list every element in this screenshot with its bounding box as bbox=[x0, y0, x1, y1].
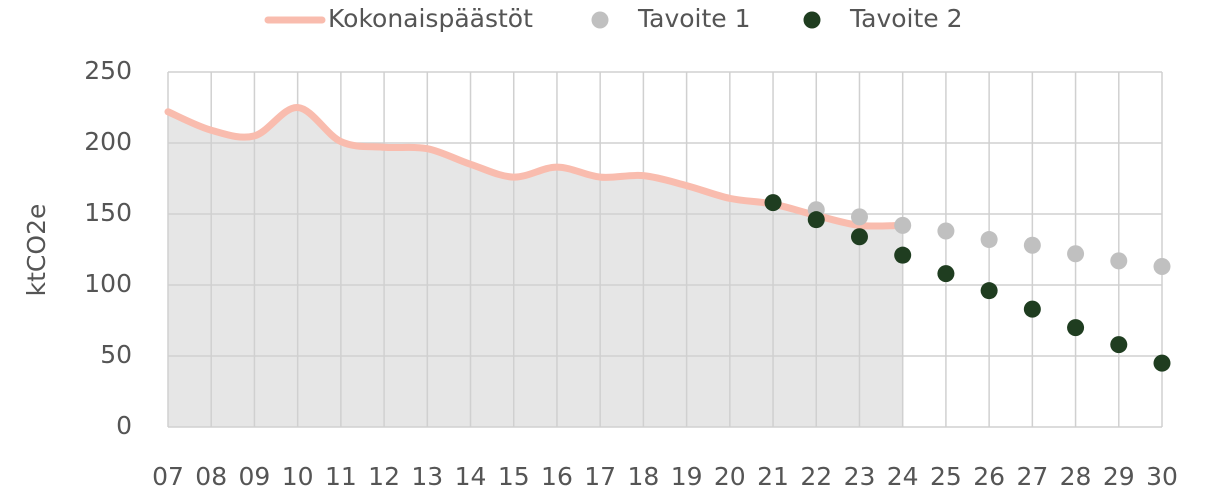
dot bbox=[850, 208, 868, 226]
x-tick-label: 13 bbox=[411, 462, 443, 491]
dot bbox=[894, 246, 912, 264]
x-tick-label: 30 bbox=[1146, 462, 1178, 491]
x-tick-label: 07 bbox=[152, 462, 184, 491]
legend-swatch bbox=[591, 11, 609, 29]
dot bbox=[850, 228, 868, 246]
x-tick-label: 20 bbox=[714, 462, 746, 491]
y-tick-label: 150 bbox=[84, 198, 132, 227]
dot bbox=[807, 211, 825, 229]
dot bbox=[1023, 236, 1041, 254]
x-tick-label: 15 bbox=[498, 462, 530, 491]
x-tick-label: 23 bbox=[844, 462, 876, 491]
legend-swatch bbox=[803, 11, 821, 29]
x-tick-label: 17 bbox=[584, 462, 616, 491]
x-tick-label: 14 bbox=[455, 462, 487, 491]
x-tick-label: 22 bbox=[800, 462, 832, 491]
x-tick-label: 19 bbox=[671, 462, 703, 491]
x-tick-label: 28 bbox=[1060, 462, 1092, 491]
dot bbox=[937, 265, 955, 283]
x-tick-label: 08 bbox=[195, 462, 227, 491]
x-tick-label: 09 bbox=[239, 462, 271, 491]
dot bbox=[1153, 258, 1171, 276]
x-tick-label: 18 bbox=[627, 462, 659, 491]
x-tick-label: 27 bbox=[1016, 462, 1048, 491]
y-tick-label: 200 bbox=[84, 127, 132, 156]
x-tick-label: 10 bbox=[282, 462, 314, 491]
x-tick-label: 26 bbox=[973, 462, 1005, 491]
x-tick-label: 29 bbox=[1103, 462, 1135, 491]
y-tick-label: 50 bbox=[100, 340, 132, 369]
dot bbox=[1110, 336, 1128, 354]
x-tick-label: 11 bbox=[325, 462, 357, 491]
x-tick-label: 25 bbox=[930, 462, 962, 491]
y-axis-label: ktCO2e bbox=[22, 204, 51, 297]
area bbox=[168, 107, 903, 428]
x-tick-label: 16 bbox=[541, 462, 573, 491]
dot bbox=[764, 194, 782, 212]
dot bbox=[1067, 319, 1085, 337]
y-tick-label: 100 bbox=[84, 269, 132, 298]
y-tick-label: 250 bbox=[84, 56, 132, 85]
y-tick-label: 0 bbox=[116, 411, 132, 440]
dot bbox=[1110, 252, 1128, 270]
dot bbox=[1023, 300, 1041, 318]
dot bbox=[894, 216, 912, 234]
legend-label: Tavoite 1 bbox=[637, 4, 751, 33]
x-tick-label: 12 bbox=[368, 462, 400, 491]
legend-label: Tavoite 2 bbox=[849, 4, 963, 33]
dot bbox=[1153, 354, 1171, 372]
x-tick-label: 21 bbox=[757, 462, 789, 491]
legend-label: Kokonaispäästöt bbox=[328, 4, 533, 33]
dot bbox=[937, 222, 955, 240]
x-tick-label: 24 bbox=[887, 462, 919, 491]
dot bbox=[980, 231, 998, 249]
dot bbox=[1067, 245, 1085, 263]
dot bbox=[980, 282, 998, 300]
